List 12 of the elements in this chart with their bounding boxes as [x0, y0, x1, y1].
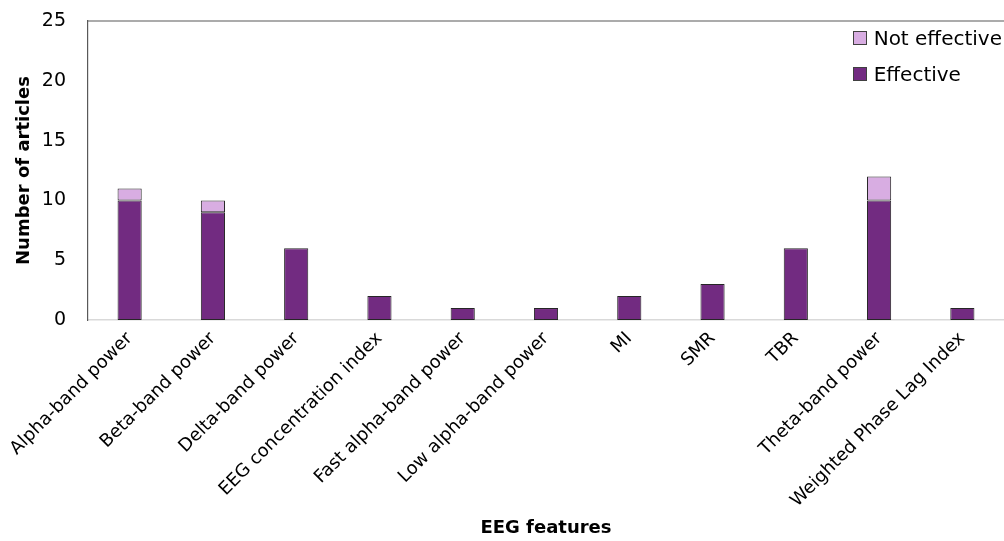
y-tick-label: 0: [53, 306, 66, 329]
y-tick-label: 15: [41, 127, 66, 150]
y-tick-label: 5: [53, 247, 66, 270]
y-axis-title: Number of articles: [12, 76, 34, 265]
y-tick-label: 10: [41, 187, 66, 210]
x-tick-label: MI: [605, 326, 636, 357]
legend-label: Not effective: [873, 26, 1002, 50]
x-tick-label: TBR: [761, 326, 802, 368]
x-axis-title: EEG features: [480, 515, 612, 537]
y-tick-label: 25: [41, 7, 66, 30]
y-tick-label: 20: [41, 67, 66, 90]
legend-label: Effective: [873, 62, 961, 86]
